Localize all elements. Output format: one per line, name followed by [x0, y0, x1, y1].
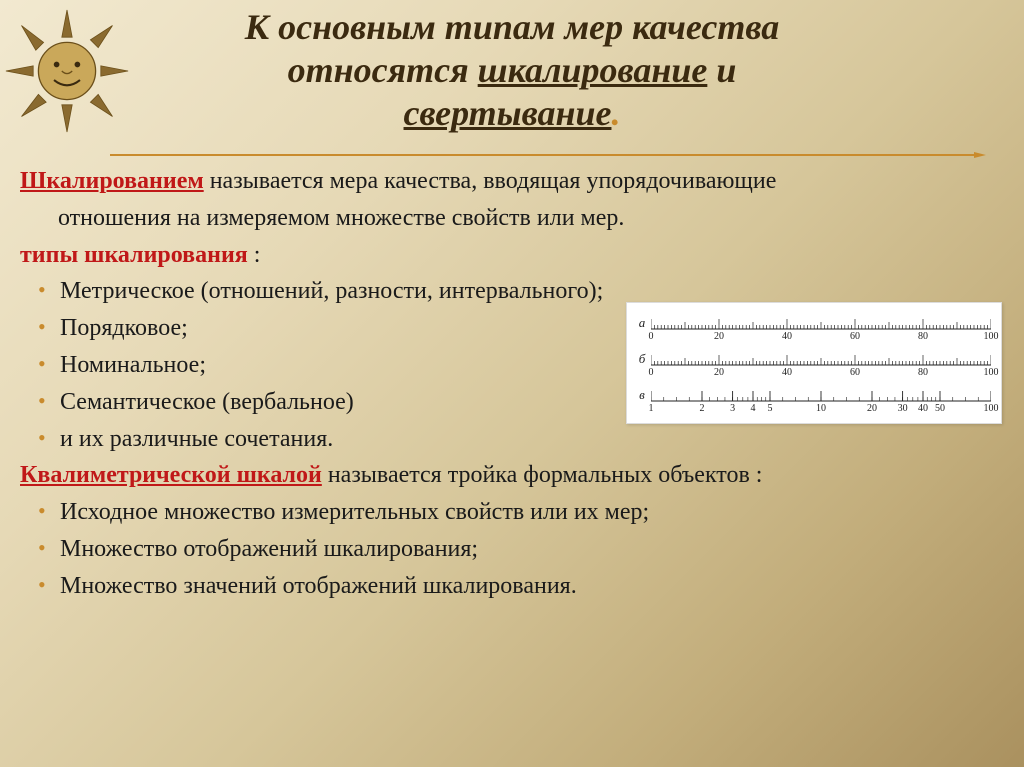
tick-label: 40: [782, 367, 792, 378]
divider-rule: [110, 152, 980, 158]
tick-label: 100: [984, 403, 999, 414]
tick-label: 60: [850, 367, 860, 378]
definition-para: Шкалированием называется мера качества, …: [20, 164, 1004, 199]
tick-label: 2: [700, 403, 705, 414]
tick-label: 80: [918, 367, 928, 378]
ruler-row-label: а: [635, 315, 649, 331]
qscale-rest: называется тройка формальных объектов :: [322, 462, 763, 488]
ruler-row-v: в 1 2 3 4 5 10 20 30 40 50 100: [635, 385, 993, 417]
list-item: и их различные сочетания.: [30, 422, 1004, 457]
list-item: Исходное множество измерительных свойств…: [30, 495, 1004, 530]
tick-label: 40: [782, 331, 792, 342]
types-heading-suffix: :: [248, 242, 261, 268]
list-item-text: Исходное множество измерительных свойств…: [60, 499, 649, 525]
list-item-text: Множество отображений шкалирования;: [60, 536, 478, 562]
list-item-text: и их различные сочетания.: [60, 426, 333, 452]
tick-label: 20: [867, 403, 877, 414]
tick-label: 0: [649, 367, 654, 378]
title-underline-1: шкалирование: [478, 50, 708, 90]
tick-label: 100: [984, 367, 999, 378]
ruler-figure: а 0 20 40 60 80 100 б: [626, 302, 1002, 424]
definition-text-2: отношения на измеряемом множестве свойст…: [58, 205, 624, 231]
types-heading-text: типы шкалирования: [20, 242, 248, 268]
ruler-row-b: б 0 20 40 60 80 100: [635, 349, 993, 381]
tick-label: 10: [816, 403, 826, 414]
tick-label: 40: [918, 403, 928, 414]
tick-label: 0: [649, 331, 654, 342]
list-item: Множество значений отображений шкалирова…: [30, 569, 1004, 604]
tick-label: 60: [850, 331, 860, 342]
qscale-list: Исходное множество измерительных свойств…: [20, 495, 1004, 603]
slide-title: К основным типам мер качества относятся …: [0, 6, 1024, 136]
tick-label: 20: [714, 331, 724, 342]
tick-label: 4: [751, 403, 756, 414]
ruler-row-label: в: [635, 387, 649, 403]
tick-label: 5: [768, 403, 773, 414]
list-item-text: Множество значений отображений шкалирова…: [60, 573, 577, 599]
tick-label: 3: [730, 403, 735, 414]
ruler-row-a: а 0 20 40 60 80 100: [635, 313, 993, 345]
list-item-text: Метрическое (отношений, разности, интерв…: [60, 278, 603, 304]
list-item: Множество отображений шкалирования;: [30, 532, 1004, 567]
title-line2-mid: и: [707, 50, 736, 90]
slide: К основным типам мер качества относятся …: [0, 0, 1024, 767]
ruler-scale-a: [651, 313, 991, 345]
definition-para-cont: отношения на измеряемом множестве свойст…: [20, 201, 1004, 236]
definition-text-1: называется мера качества, вводящая упоря…: [204, 168, 777, 194]
ruler-scale-b: [651, 349, 991, 381]
title-line2-pre: относятся: [288, 50, 478, 90]
tick-label: 50: [935, 403, 945, 414]
list-item-text: Номинальное;: [60, 352, 206, 378]
title-underline-2: свертывание: [404, 93, 612, 133]
qscale-para: Квалиметрической шкалой называется тройк…: [20, 458, 1004, 493]
qscale-term: Квалиметрической шкалой: [20, 462, 322, 488]
tick-label: 80: [918, 331, 928, 342]
tick-label: 30: [898, 403, 908, 414]
definition-term: Шкалированием: [20, 168, 204, 194]
list-item-text: Семантическое (вербальное): [60, 389, 354, 415]
list-item-text: Порядковое;: [60, 315, 188, 341]
tick-label: 100: [984, 331, 999, 342]
title-line1: К основным типам мер качества: [245, 7, 780, 47]
types-heading: типы шкалирования :: [20, 238, 1004, 273]
tick-label: 1: [649, 403, 654, 414]
ruler-row-label: б: [635, 351, 649, 367]
tick-label: 20: [714, 367, 724, 378]
title-period: .: [611, 93, 620, 133]
